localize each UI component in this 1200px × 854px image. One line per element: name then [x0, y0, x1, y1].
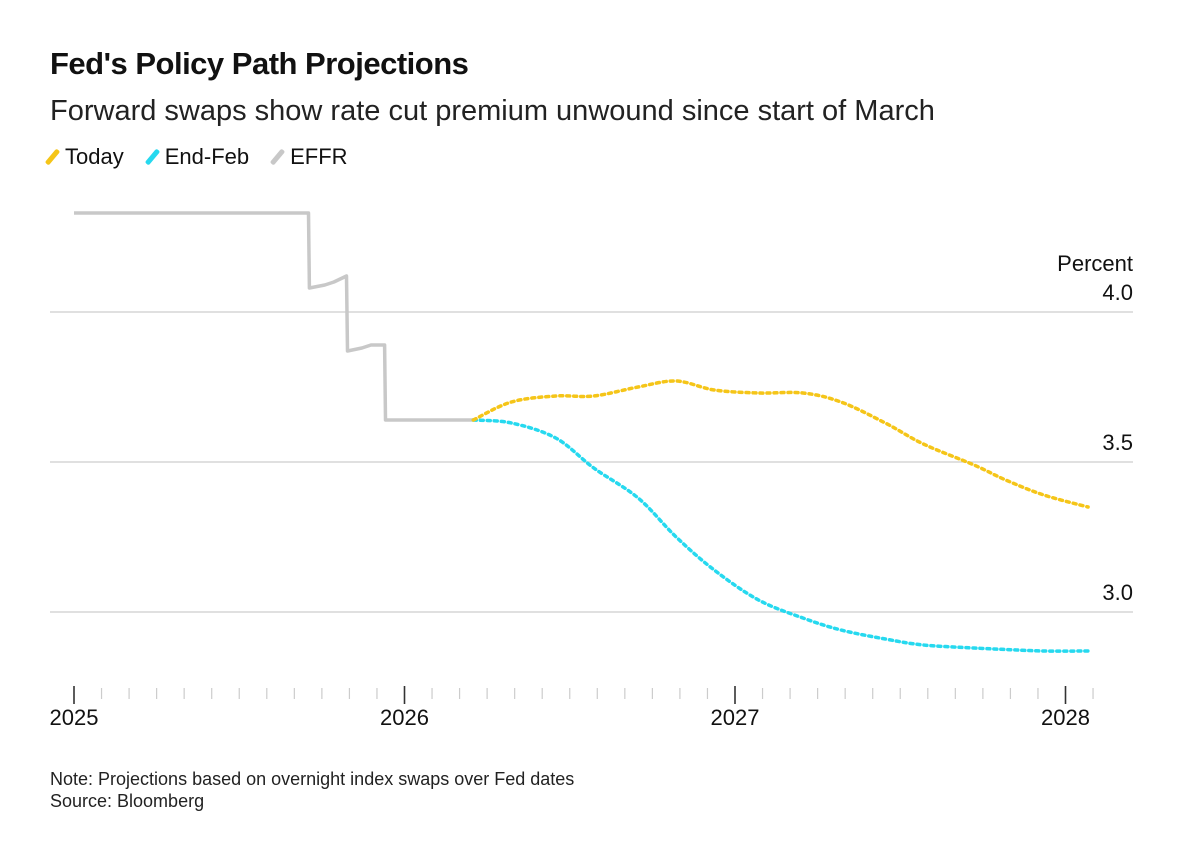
x-tick-label: 2025	[50, 705, 99, 730]
legend: Today End-Feb EFFR	[44, 144, 348, 170]
y-tick-label: 3.0	[1102, 580, 1133, 605]
legend-item-effr: EFFR	[269, 144, 348, 170]
x-tick-label: 2028	[1041, 705, 1090, 730]
y-tick-label: 3.5	[1102, 430, 1133, 455]
source-text: Source: Bloomberg	[50, 791, 205, 811]
legend-label-today: Today	[65, 144, 124, 169]
legend-item-today: Today	[44, 144, 124, 170]
series-line-today	[471, 379, 1090, 509]
legend-label-effr: EFFR	[290, 144, 348, 169]
x-tick-label: 2026	[380, 705, 429, 730]
note-text: Note: Projections based on overnight ind…	[50, 769, 575, 789]
chart-subtitle: Forward swaps show rate cut premium unwo…	[50, 95, 935, 127]
series-line-effr	[74, 211, 474, 422]
x-tick-label: 2027	[711, 705, 760, 730]
series-line-end-feb	[471, 418, 1090, 653]
legend-item-end-feb: End-Feb	[144, 144, 250, 170]
legend-label-end-feb: End-Feb	[164, 144, 250, 169]
chart-title: Fed's Policy Path Projections	[50, 46, 469, 81]
y-tick-label: 4.0	[1102, 280, 1133, 305]
y-axis-label: Percent	[1057, 251, 1133, 276]
footnote: Note: Projections based on overnight ind…	[50, 768, 574, 812]
